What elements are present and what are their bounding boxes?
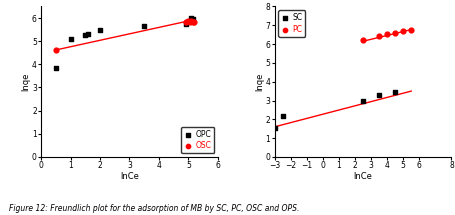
OSC xyxy=(52,48,59,52)
OPC xyxy=(182,22,189,26)
OPC xyxy=(67,37,74,41)
OPC xyxy=(52,66,59,69)
SC xyxy=(278,114,286,117)
X-axis label: lnCe: lnCe xyxy=(353,172,372,181)
SC xyxy=(270,126,278,129)
PC xyxy=(359,39,366,42)
OPC xyxy=(81,34,89,37)
OSC xyxy=(186,20,193,24)
OSC xyxy=(190,20,197,24)
PC xyxy=(374,34,382,37)
Y-axis label: lnqe: lnqe xyxy=(254,72,263,91)
SC xyxy=(391,90,398,94)
Legend: SC, PC: SC, PC xyxy=(278,10,304,37)
OPC xyxy=(189,17,196,21)
OPC xyxy=(84,32,91,36)
Legend: OPC, OSC: OPC, OSC xyxy=(181,127,214,153)
OSC xyxy=(182,20,189,23)
X-axis label: lnCe: lnCe xyxy=(120,172,139,181)
OPC xyxy=(96,28,103,31)
OPC xyxy=(187,16,195,20)
PC xyxy=(399,29,406,33)
OSC xyxy=(184,19,192,23)
SC xyxy=(374,93,382,97)
Y-axis label: lnqe: lnqe xyxy=(21,72,30,91)
PC xyxy=(407,28,414,32)
PC xyxy=(391,31,398,35)
Text: Figure 12: Freundlich plot for the adsorption of MB by SC, PC, OSC and OPS.: Figure 12: Freundlich plot for the adsor… xyxy=(9,204,299,213)
SC xyxy=(359,99,366,102)
OSC xyxy=(187,19,195,23)
PC xyxy=(383,32,390,35)
OPC xyxy=(140,25,147,28)
OSC xyxy=(189,20,196,24)
